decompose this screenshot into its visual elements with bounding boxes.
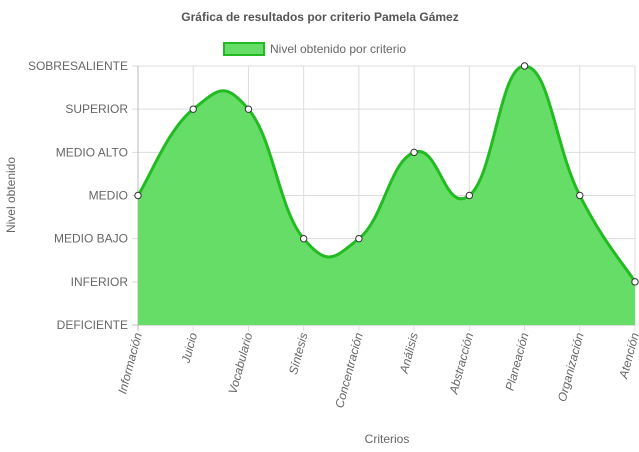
data-point [244,105,253,113]
y-tick-label: MEDIO BAJO [54,232,128,246]
x-tick-label: Vocabulario [226,331,256,396]
x-tick-labels: Información Juicio Vocabulario Síntesis Conc… [115,331,639,410]
chart-title: Gráfica de resultados por criterio Pamel… [181,10,458,24]
x-tick-label: Concentración [332,331,366,410]
y-tick-labels: DEFICIENTE INFERIOR MEDIO BAJO MEDIO MEDIO A… [28,59,128,332]
x-tick-label: Análisis [397,331,421,376]
y-tick-label: INFERIOR [71,275,129,289]
y-tick-label: SOBRESALIENTE [28,59,128,73]
y-tick-label: DEFICIENTE [57,318,128,332]
legend-label: Nivel obtenido por criterio [270,42,406,56]
x-tick-label: Juicio [178,331,200,366]
data-point [299,234,308,243]
data-point [576,191,584,200]
y-tick-label: MEDIO ALTO [56,145,128,159]
y-tick-label: MEDIO [89,189,128,203]
series-area [136,64,637,325]
data-point [355,234,363,243]
series-line [136,64,637,283]
x-tick-label: Información [115,331,145,395]
data-points [134,62,639,286]
legend[interactable]: Nivel obtenido por criterio [223,42,406,56]
x-tick-label: Abstracción [446,331,476,396]
data-point [631,278,639,286]
y-axis-title: Nivel obtenido [4,157,18,233]
x-axis-title: Criterios [365,432,410,446]
x-tick-label: Atención [616,331,639,381]
x-tick-label: Planeación [503,331,532,392]
data-point [465,191,474,200]
x-tick-label: Organización [555,331,587,403]
legend-swatch [223,42,265,56]
y-tick-label: SUPERIOR [65,102,128,116]
x-tick-label: Síntesis [286,331,311,376]
data-point [134,191,142,200]
data-point [410,148,418,157]
data-point [520,62,529,70]
data-point [189,105,197,113]
